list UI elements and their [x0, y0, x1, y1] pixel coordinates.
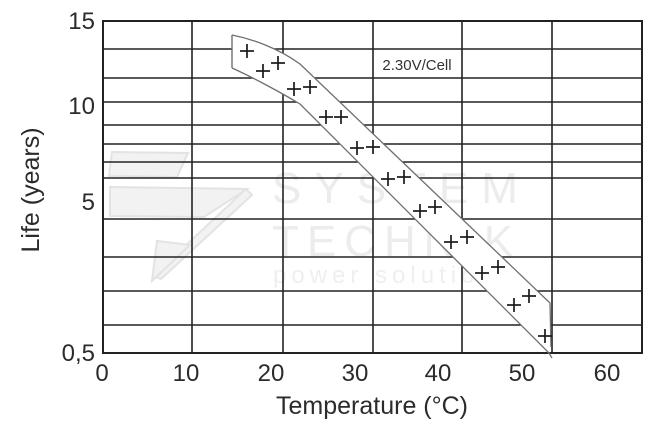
x-axis-title: Temperature (°C) — [276, 392, 468, 420]
x-tick-50: 50 — [509, 360, 536, 387]
watermark-bolt-logo — [107, 150, 254, 284]
plot-grid — [102, 20, 643, 354]
y-tick-5: 5 — [82, 189, 95, 216]
cell-voltage-annotation: 2.30V/Cell — [382, 57, 451, 74]
x-tick-10: 10 — [173, 360, 200, 387]
y-tick-15: 15 — [68, 8, 95, 35]
x-tick-60: 60 — [594, 360, 621, 387]
x-tick-30: 30 — [342, 360, 369, 387]
life-band — [231, 34, 553, 359]
band-plus-markers — [240, 44, 552, 343]
y-axis-title: Life (years) — [17, 127, 45, 252]
y-axis-tick-labels: 15 10 5 0,5 — [62, 8, 95, 367]
x-tick-40: 40 — [425, 360, 452, 387]
x-tick-20: 20 — [258, 360, 285, 387]
y-tick-0-5: 0,5 — [62, 340, 95, 367]
x-tick-0: 0 — [95, 360, 108, 387]
y-tick-10: 10 — [68, 93, 95, 120]
x-axis-tick-labels: 0 10 20 30 40 50 60 — [95, 360, 620, 387]
